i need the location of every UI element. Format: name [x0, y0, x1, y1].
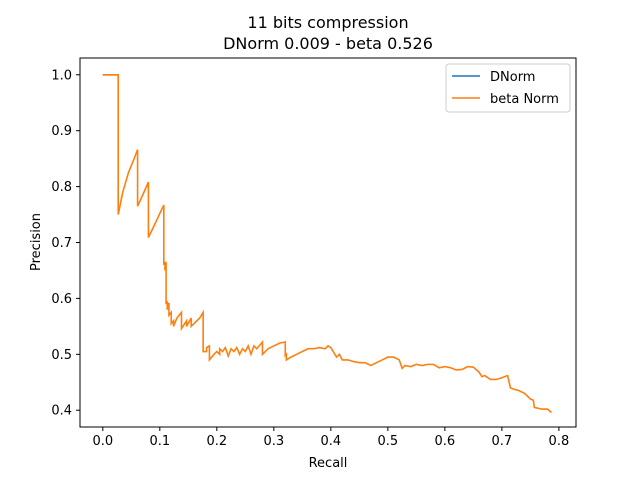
x-axis: 0.0 0.1 0.2 0.3 0.4 0.5 0.6 0.7 0.8: [92, 427, 569, 449]
x-tick-label: 0.7: [492, 434, 513, 449]
x-tick-label: 0.3: [263, 434, 284, 449]
chart-subtitle: DNorm 0.009 - beta 0.526: [223, 34, 433, 53]
x-axis-label: Recall: [309, 456, 348, 471]
chart-title: 11 bits compression: [247, 13, 408, 32]
x-tick-label: 0.0: [92, 434, 113, 449]
plot-area: [80, 58, 576, 427]
x-tick-label: 0.5: [378, 434, 399, 449]
x-tick-label: 0.4: [321, 434, 342, 449]
legend-label-beta-norm: beta Norm: [490, 92, 559, 107]
y-tick-label: 0.5: [51, 348, 72, 363]
series-layer: [102, 73, 553, 414]
legend-label-dnorm: DNorm: [490, 70, 535, 85]
y-tick-label: 0.6: [51, 292, 72, 307]
legend: DNorm beta Norm: [445, 63, 571, 113]
x-tick-label: 0.8: [549, 434, 570, 449]
y-tick-label: 0.8: [51, 180, 72, 195]
y-tick-label: 0.7: [51, 236, 72, 251]
y-tick-label: 0.4: [51, 404, 72, 419]
x-tick-label: 0.1: [149, 434, 170, 449]
x-tick-label: 0.2: [206, 434, 227, 449]
y-tick-label: 0.9: [51, 124, 72, 139]
y-axis: 0.4 0.5 0.6 0.7 0.8 0.9 1.0: [51, 68, 80, 419]
y-tick-label: 1.0: [51, 68, 72, 83]
y-axis-label: Precision: [29, 213, 44, 271]
x-tick-label: 0.6: [435, 434, 456, 449]
series-line-beta-norm: [102, 73, 553, 414]
